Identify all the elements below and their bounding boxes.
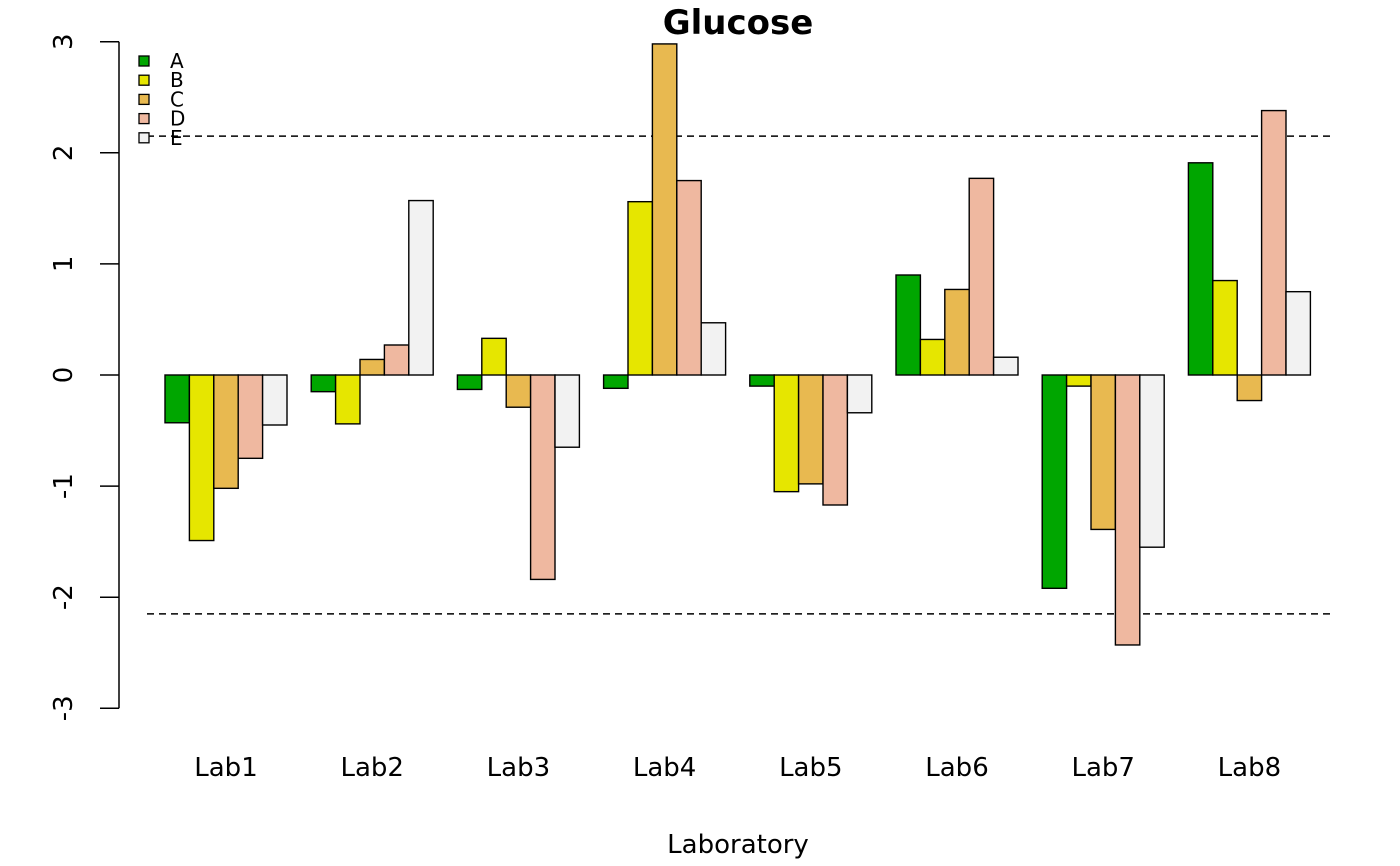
- chart-title: Glucose: [663, 3, 814, 43]
- bar-lab8-b: [1212, 279, 1238, 376]
- y-tick-label: -2: [49, 584, 79, 610]
- bar-lab1-d: [237, 374, 264, 460]
- bar-lab5-c: [797, 374, 824, 485]
- x-tick-label: Lab4: [633, 753, 696, 783]
- legend-swatch-d: [138, 112, 150, 125]
- bar-lab4-c: [651, 43, 678, 376]
- x-axis-label: Laboratory: [667, 830, 809, 860]
- bar-lab8-d: [1260, 109, 1287, 376]
- bar-lab7-b: [1065, 374, 1092, 387]
- bars: [164, 43, 1312, 646]
- bar-lab3-b: [481, 337, 507, 376]
- bar-lab6-b: [919, 338, 946, 376]
- bar-lab3-a: [456, 374, 483, 391]
- x-tick-label: Lab5: [779, 753, 842, 783]
- y-tick-label: 3: [49, 33, 79, 50]
- y-tick-label: 1: [49, 256, 79, 273]
- x-tick-label: Lab7: [1071, 753, 1134, 783]
- y-tick-label: 2: [49, 145, 79, 162]
- bar-lab5-b: [773, 374, 800, 493]
- bar-lab6-e: [992, 356, 1019, 376]
- bar-lab6-c: [944, 288, 970, 376]
- bar-lab2-c: [359, 358, 386, 376]
- bar-lab1-c: [213, 374, 239, 490]
- x-tick-label: Lab1: [194, 753, 257, 783]
- bar-lab1-b: [188, 374, 215, 542]
- legend-swatch-e: [138, 132, 150, 144]
- x-tick-label: Lab3: [487, 753, 550, 783]
- bar-lab3-d: [529, 374, 556, 581]
- bar-lab5-d: [822, 374, 849, 506]
- bar-lab7-a: [1041, 374, 1068, 590]
- bar-lab2-a: [310, 374, 337, 393]
- y-tick-label: -1: [49, 473, 79, 499]
- x-tick-label: Lab2: [340, 753, 403, 783]
- bar-lab4-b: [627, 200, 654, 376]
- bar-lab7-c: [1090, 374, 1117, 531]
- bar-lab1-e: [261, 374, 288, 426]
- bar-lab2-b: [334, 374, 361, 425]
- bar-lab7-d: [1114, 374, 1141, 646]
- y-axis: -3 -2 -1 0 1 2 3: [49, 33, 120, 721]
- bar-lab4-d: [676, 179, 702, 376]
- x-tick-label: Lab8: [1218, 753, 1281, 783]
- bar-lab4-a: [602, 374, 629, 390]
- y-tick-label: 0: [49, 367, 79, 384]
- x-tick-labels: Lab1 Lab2 Lab3 Lab4 Lab5 Lab6 Lab7 Lab8: [194, 753, 1281, 783]
- legend-label-e: E: [170, 126, 183, 150]
- x-tick-label: Lab6: [925, 753, 988, 783]
- legend-label-b: B: [170, 68, 184, 92]
- bar-lab5-a: [749, 374, 775, 387]
- bar-lab4-e: [700, 322, 727, 376]
- bar-lab8-c: [1236, 374, 1263, 402]
- legend-label-a: A: [170, 49, 184, 73]
- bar-lab7-e: [1139, 374, 1165, 548]
- y-tick-label: -3: [49, 695, 79, 721]
- bar-lab6-a: [895, 274, 922, 376]
- bar-lab3-c: [505, 374, 532, 408]
- bar-lab6-d: [968, 177, 995, 376]
- bar-lab5-e: [846, 374, 873, 414]
- bar-lab2-e: [408, 199, 434, 376]
- bar-lab1-a: [164, 374, 191, 424]
- bar-lab2-d: [383, 344, 410, 376]
- legend-swatch-a: [138, 55, 150, 67]
- bar-lab3-e: [554, 374, 581, 448]
- legend-swatch-b: [138, 74, 150, 86]
- bar-lab8-a: [1187, 162, 1214, 376]
- legend-swatch-c: [138, 93, 150, 106]
- legend-label-c: C: [170, 87, 184, 111]
- bar-lab8-e: [1285, 290, 1312, 376]
- legend-label-d: D: [170, 107, 185, 131]
